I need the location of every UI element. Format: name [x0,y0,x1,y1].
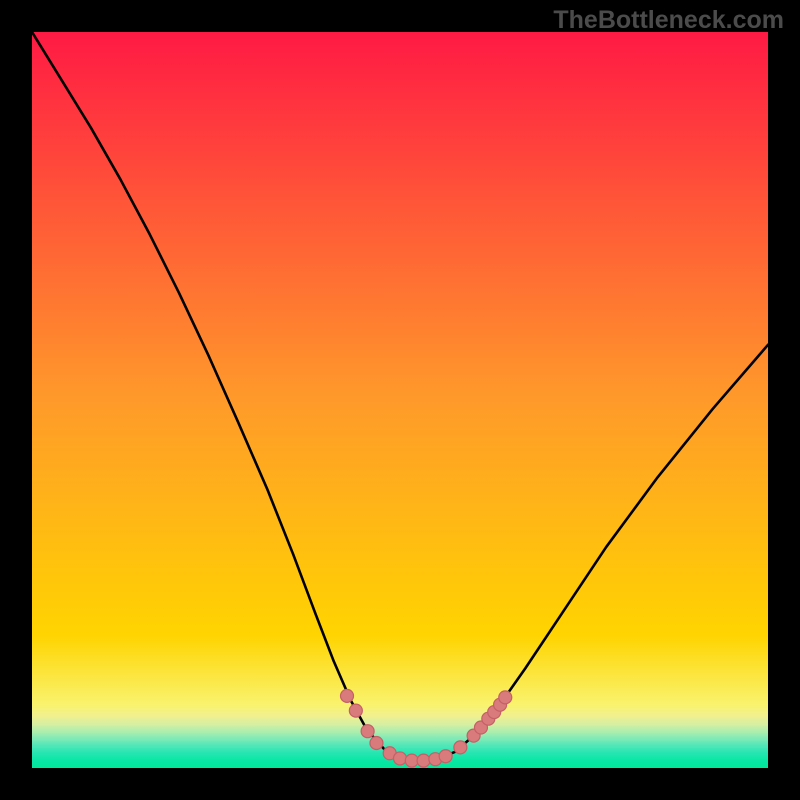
chart-background [32,32,768,768]
data-point-marker [370,736,383,749]
data-point-marker [439,750,452,763]
data-point-marker [499,691,512,704]
plot-area [32,32,768,768]
data-point-marker [349,704,362,717]
green-band-stripe [32,739,768,741]
watermark-text: TheBottleneck.com [553,6,784,35]
chart-container: TheBottleneck.com [0,0,800,800]
green-band-stripe [32,705,768,707]
data-point-marker [394,752,407,765]
data-point-marker [341,689,354,702]
data-point-marker [454,741,467,754]
green-band-stripe [32,724,768,726]
chart-svg [32,32,768,768]
data-point-marker [405,754,418,767]
green-band-stripe [32,731,768,733]
data-point-marker [417,754,430,767]
data-point-marker [361,725,374,738]
green-band-stripe [32,746,768,748]
green-band-stripe [32,715,768,717]
